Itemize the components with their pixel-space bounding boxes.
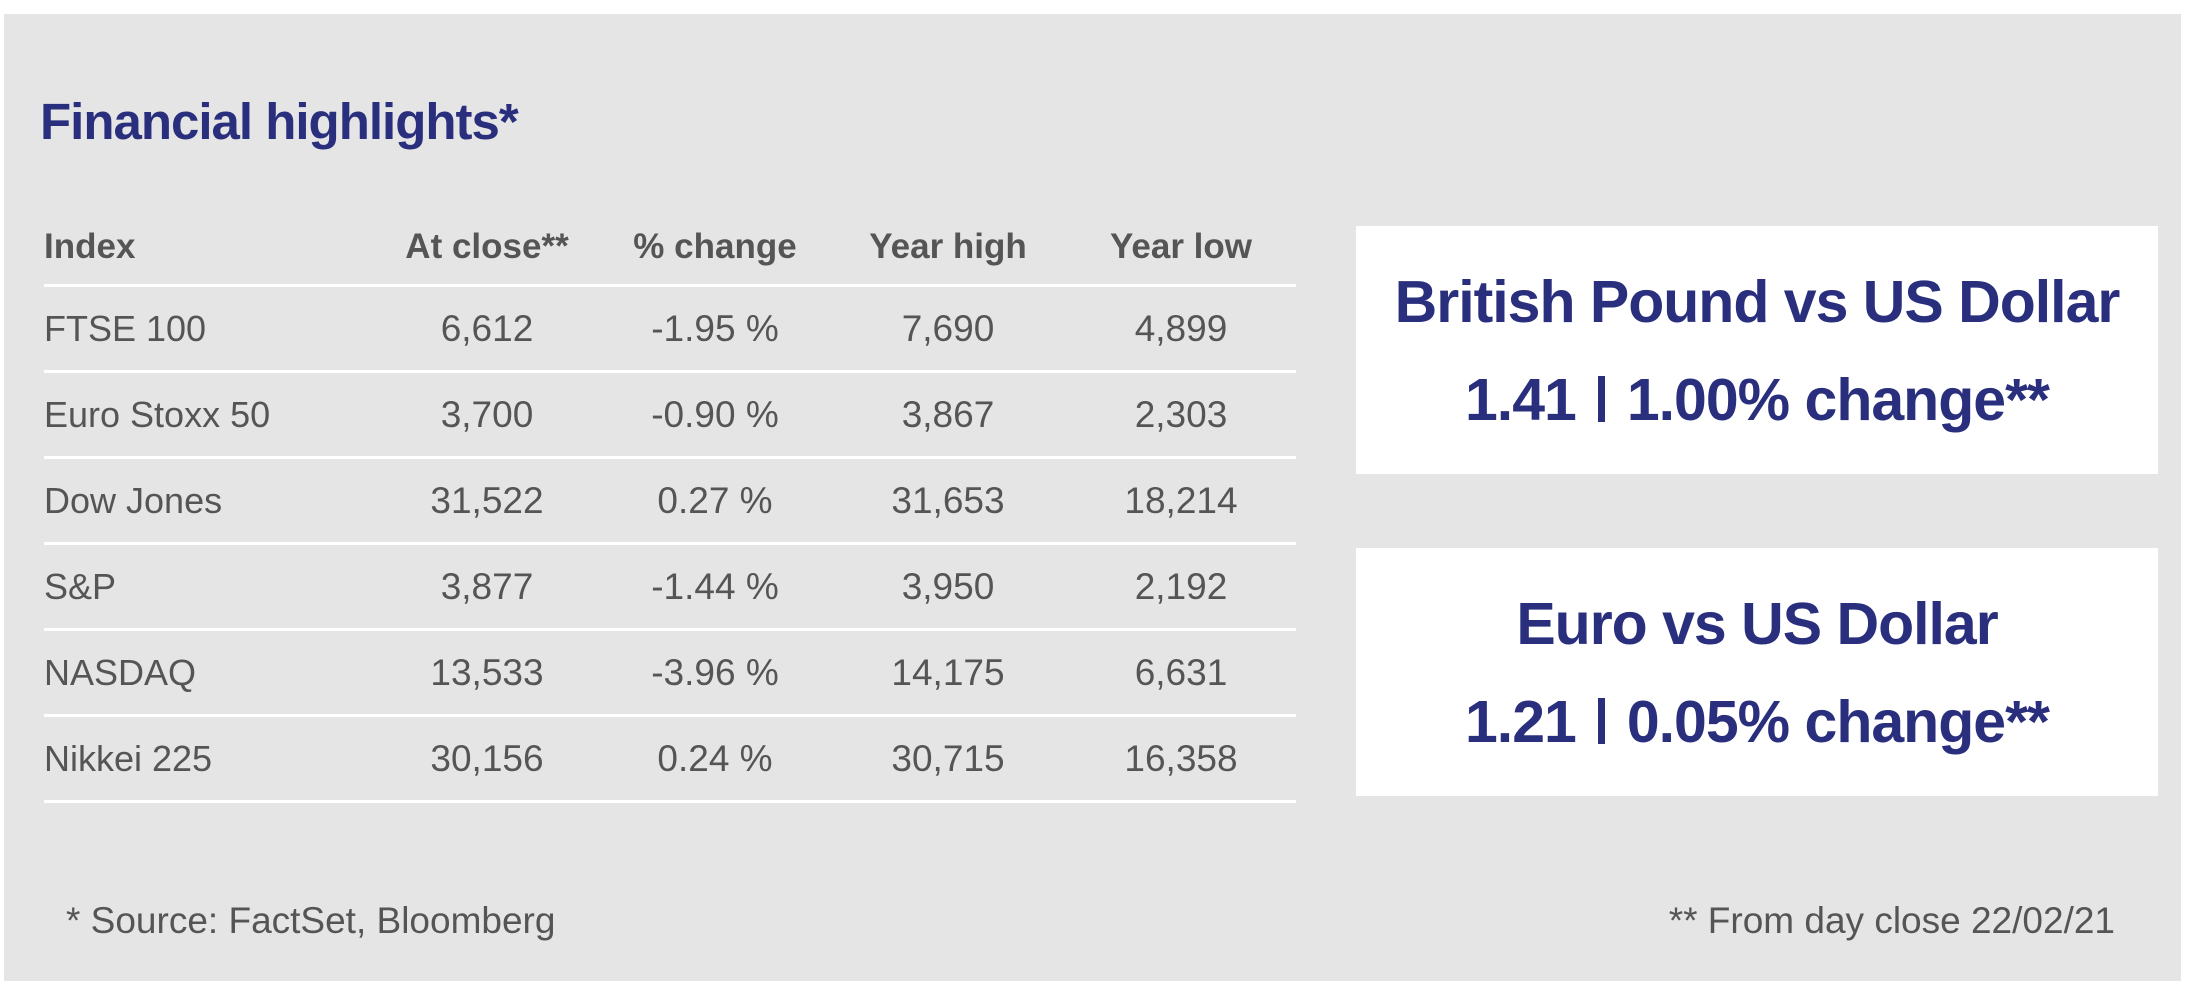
financial-highlights-panel: Financial highlights* Index At close** %…	[4, 14, 2181, 981]
page-title: Financial highlights*	[40, 93, 519, 150]
year-high-cell: 3,867	[830, 371, 1066, 459]
index-name-cell: Dow Jones	[44, 457, 374, 545]
pct-change-cell: 0.27 %	[600, 457, 830, 545]
index-name-cell: NASDAQ	[44, 629, 374, 717]
pct-change-cell: -1.44 %	[600, 543, 830, 631]
column-header-index: Index	[44, 210, 374, 287]
year-low-cell: 18,214	[1066, 457, 1296, 545]
rate-value: 1.21	[1464, 689, 1577, 755]
table-row: S&P 3,877 -1.44 % 3,950 2,192	[44, 543, 1296, 631]
index-name-cell: Nikkei 225	[44, 715, 374, 803]
index-name-cell: Euro Stoxx 50	[44, 371, 374, 459]
separator-bar	[1597, 698, 1605, 744]
date-footnote: ** From day close 22/02/21	[1668, 900, 2115, 941]
rate-change: 0.05% change**	[1626, 689, 2050, 755]
at-close-cell: 3,700	[374, 371, 600, 459]
rate-card-values: 1.41 1.00% change**	[1356, 366, 2158, 434]
rate-value: 1.41	[1464, 367, 1577, 433]
pct-change-cell: -1.95 %	[600, 285, 830, 373]
pct-change-cell: 0.24 %	[600, 715, 830, 803]
pct-change-cell: -0.90 %	[600, 371, 830, 459]
gbp-usd-rate-card: British Pound vs US Dollar 1.41 1.00% cha…	[1356, 226, 2158, 474]
table-row: FTSE 100 6,612 -1.95 % 7,690 4,899	[44, 285, 1296, 373]
column-header-at-close: At close**	[374, 210, 600, 287]
year-high-cell: 3,950	[830, 543, 1066, 631]
year-high-cell: 30,715	[830, 715, 1066, 803]
year-high-cell: 31,653	[830, 457, 1066, 545]
table-header-row: Index At close** % change Year high Year…	[44, 210, 1296, 287]
table-row: NASDAQ 13,533 -3.96 % 14,175 6,631	[44, 629, 1296, 717]
at-close-cell: 30,156	[374, 715, 600, 803]
at-close-cell: 3,877	[374, 543, 600, 631]
year-low-cell: 2,192	[1066, 543, 1296, 631]
source-footnote: * Source: FactSet, Bloomberg	[66, 900, 556, 941]
table-row: Nikkei 225 30,156 0.24 % 30,715 16,358	[44, 715, 1296, 803]
column-header-year-high: Year high	[830, 210, 1066, 287]
index-name-cell: S&P	[44, 543, 374, 631]
rate-change: 1.00% change**	[1626, 367, 2050, 433]
rate-card-values: 1.21 0.05% change**	[1356, 688, 2158, 756]
at-close-cell: 6,612	[374, 285, 600, 373]
year-low-cell: 4,899	[1066, 285, 1296, 373]
column-header-pct-change: % change	[600, 210, 830, 287]
year-low-cell: 6,631	[1066, 629, 1296, 717]
year-high-cell: 14,175	[830, 629, 1066, 717]
index-name-cell: FTSE 100	[44, 285, 374, 373]
index-table-container: Index At close** % change Year high Year…	[44, 210, 1296, 803]
table-row: Euro Stoxx 50 3,700 -0.90 % 3,867 2,303	[44, 371, 1296, 459]
rate-card-title: British Pound vs US Dollar	[1394, 269, 2121, 335]
eur-usd-rate-card: Euro vs US Dollar 1.21 0.05% change**	[1356, 548, 2158, 796]
column-header-year-low: Year low	[1066, 210, 1296, 287]
rate-card-title: Euro vs US Dollar	[1516, 591, 1998, 657]
at-close-cell: 31,522	[374, 457, 600, 545]
year-high-cell: 7,690	[830, 285, 1066, 373]
year-low-cell: 2,303	[1066, 371, 1296, 459]
index-table: Index At close** % change Year high Year…	[44, 210, 1296, 803]
at-close-cell: 13,533	[374, 629, 600, 717]
pct-change-cell: -3.96 %	[600, 629, 830, 717]
year-low-cell: 16,358	[1066, 715, 1296, 803]
table-row: Dow Jones 31,522 0.27 % 31,653 18,214	[44, 457, 1296, 545]
separator-bar	[1597, 376, 1605, 422]
